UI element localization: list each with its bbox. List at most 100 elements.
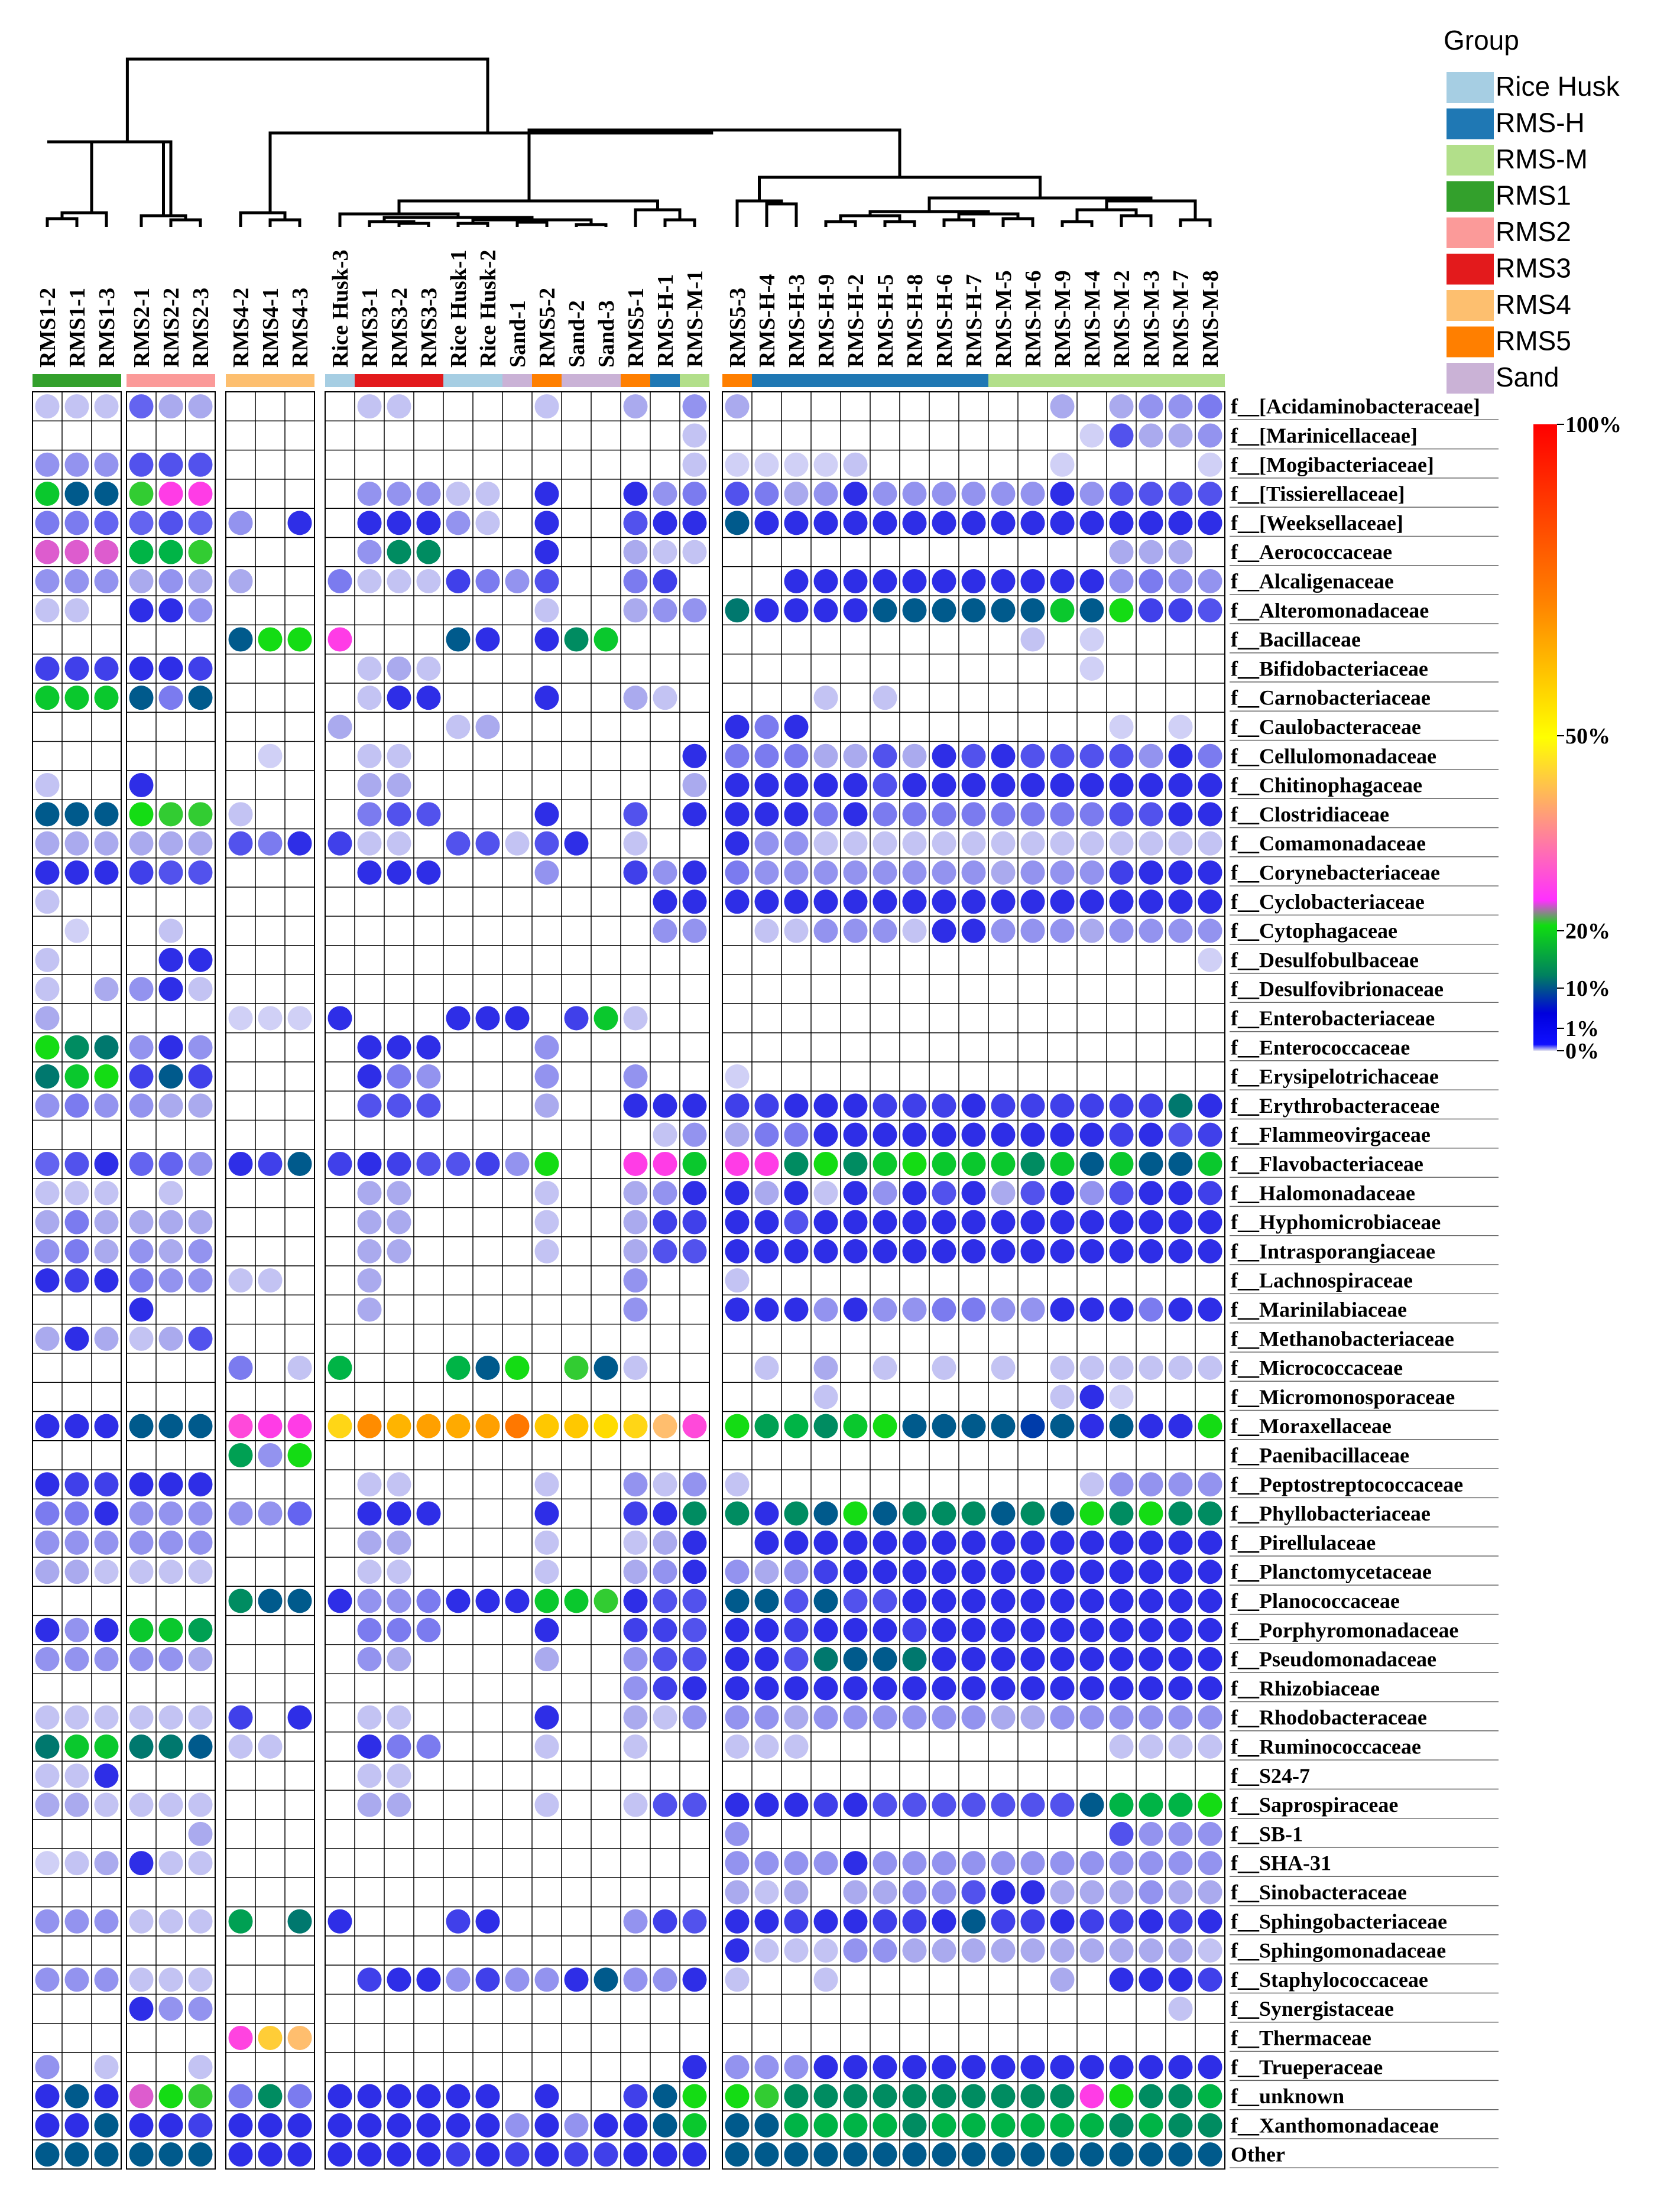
group-bar-sand-3 [591, 374, 621, 387]
heatmap-cell [158, 977, 183, 1002]
heatmap-cell [129, 2084, 154, 2109]
heatmap-cell [357, 1734, 382, 1759]
heatmap-cell [1168, 1996, 1193, 2021]
heatmap-cell [813, 1414, 838, 1438]
heatmap-cell [754, 1851, 779, 1876]
heatmap-cell [534, 1501, 559, 1526]
heatmap-cell [1198, 1356, 1222, 1381]
heatmap-cell [129, 394, 154, 419]
heatmap-cell [327, 831, 352, 856]
heatmap-cell [653, 860, 677, 885]
heatmap-cell [1198, 1181, 1222, 1206]
heatmap-cell [1198, 1705, 1222, 1730]
heatmap-cell [843, 2055, 868, 2080]
heatmap-cell [754, 482, 779, 506]
heatmap-cell [594, 627, 618, 652]
heatmap-cell [357, 1239, 382, 1263]
taxon-label-f-mogibacteriaceae: f__[Mogibacteriaceae] [1231, 453, 1434, 476]
heatmap-cell [258, 2142, 283, 2167]
taxon-label-f-bacillaceae: f__Bacillaceae [1231, 628, 1361, 651]
heatmap-cell [961, 2055, 986, 2080]
heatmap-cell [1198, 482, 1222, 506]
heatmap-cell [387, 1967, 411, 1992]
heatmap-cell [873, 2142, 897, 2167]
heatmap-cell [505, 1967, 530, 1992]
legend-label-rms4: RMS4 [1496, 289, 1571, 320]
heatmap-cell [1139, 1414, 1163, 1438]
heatmap-cell [35, 511, 60, 535]
heatmap-cell [94, 802, 119, 827]
heatmap-cell [1079, 423, 1104, 448]
heatmap-cell [725, 1297, 750, 1322]
heatmap-cell [843, 569, 868, 593]
group-bar-rms-m-9 [1047, 374, 1077, 387]
heatmap-cell [623, 1589, 648, 1613]
heatmap-cell [158, 1560, 183, 1584]
heatmap-cell [1198, 947, 1222, 972]
heatmap-cell [873, 1239, 897, 1263]
heatmap-cell [725, 1617, 750, 1642]
group-bar-rms2-1 [127, 374, 156, 387]
taxon-label-f-hyphomicrobiaceae: f__Hyphomicrobiaceae [1231, 1210, 1441, 1234]
heatmap-cell [1020, 598, 1045, 623]
heatmap-cell [991, 889, 1016, 914]
heatmap-cell [416, 1589, 441, 1613]
taxon-label-f-xanthomonadaceae: f__Xanthomonadaceae [1231, 2113, 1439, 2137]
heatmap-cell [991, 482, 1016, 506]
heatmap-cell [327, 627, 352, 652]
heatmap-cell [725, 1268, 750, 1293]
heatmap-cell [961, 482, 986, 506]
heatmap-cell [784, 918, 809, 943]
heatmap-cell [754, 802, 779, 827]
heatmap-cell [158, 1093, 183, 1118]
heatmap-cell [991, 1530, 1016, 1555]
heatmap-cell [387, 1210, 411, 1235]
heatmap-cell [813, 2055, 838, 2080]
taxon-label-f-saprospiraceae: f__Saprospiraceae [1231, 1793, 1398, 1817]
heatmap-cell [416, 1035, 441, 1060]
heatmap-cell [784, 889, 809, 914]
heatmap-cell [505, 1356, 530, 1381]
heatmap-cell [1139, 2142, 1163, 2167]
heatmap-cell [357, 656, 382, 681]
heatmap-cell [64, 1792, 89, 1817]
heatmap-cell [534, 1181, 559, 1206]
heatmap-cell [725, 1181, 750, 1206]
heatmap-cell [129, 1734, 154, 1759]
heatmap-cell [1139, 1617, 1163, 1642]
heatmap-cell [475, 2142, 500, 2167]
heatmap-cell [564, 2142, 589, 2167]
heatmap-cell [1079, 1938, 1104, 1963]
heatmap-cell [725, 1676, 750, 1701]
heatmap-cell [813, 773, 838, 798]
heatmap-cell [754, 1181, 779, 1206]
heatmap-cell [1168, 2142, 1193, 2167]
heatmap-cell [1050, 1938, 1075, 1963]
heatmap-cell [129, 2142, 154, 2167]
heatmap-cell [64, 1414, 89, 1438]
heatmap-cell [475, 1006, 500, 1031]
legend-label-rms3: RMS3 [1496, 253, 1571, 284]
sample-label-rms-h-6: RMS-H-6 [932, 274, 957, 368]
heatmap-cell [813, 686, 838, 710]
heatmap-cell [1198, 1880, 1222, 1905]
taxon-label-f-synergistaceae: f__Synergistaceae [1231, 1997, 1394, 2021]
heatmap-cell [1109, 1909, 1134, 1934]
legend-swatch-rms-m [1447, 145, 1494, 176]
heatmap-cell [784, 2113, 809, 2138]
heatmap-cell [1020, 1676, 1045, 1701]
heatmap-cell [158, 860, 183, 885]
taxon-label-other: Other [1231, 2143, 1285, 2166]
heatmap-cell [1109, 1414, 1134, 1438]
heatmap-cell [534, 1617, 559, 1642]
sample-label-rms3-1: RMS3-1 [358, 288, 382, 368]
heatmap-cell [754, 1122, 779, 1147]
heatmap-cell [932, 1560, 956, 1584]
heatmap-cell [623, 540, 648, 564]
heatmap-cell [682, 1414, 707, 1438]
heatmap-cell [94, 1035, 119, 1060]
colorbar-label: 0% [1565, 1039, 1599, 1064]
heatmap-cell [961, 1501, 986, 1526]
sample-label-rms-h-3: RMS-H-3 [784, 274, 809, 368]
heatmap-cell [991, 1617, 1016, 1642]
